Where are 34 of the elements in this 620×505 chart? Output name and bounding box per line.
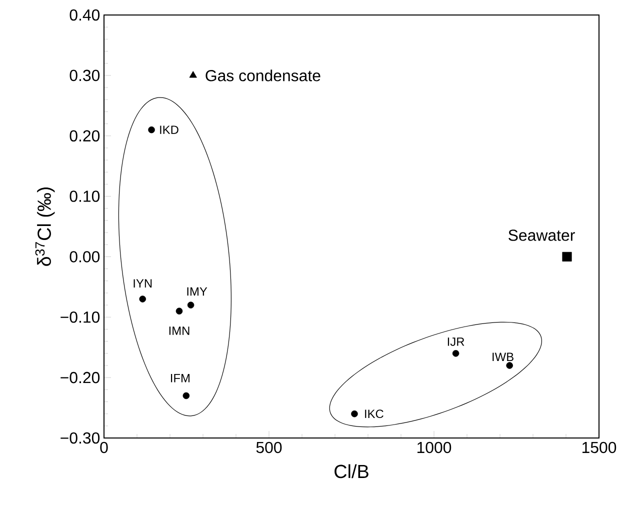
x-tick-label: 1500 (582, 442, 616, 454)
annotation: IFM (170, 374, 190, 382)
y-tick-label: 0.30 (70, 70, 100, 82)
point (148, 126, 155, 134)
x-axis-title: Cl/B (334, 464, 368, 478)
point (139, 296, 146, 302)
y-tick-label: 0.10 (70, 190, 100, 202)
point (187, 302, 194, 308)
y-tick-label: 0.20 (70, 130, 100, 142)
point (562, 252, 572, 262)
annotation: IMN (169, 326, 190, 335)
x-tick-label: 0 (100, 442, 108, 454)
point (452, 350, 460, 357)
point (176, 308, 183, 314)
annotation: IYN (134, 279, 152, 288)
series-label: Seawater (508, 230, 575, 241)
series-label: Gas condensate (206, 70, 320, 82)
point (182, 392, 190, 400)
y-axis-title: δ$^{37}$Cl (‰) (35, 187, 55, 266)
y-tick-label: −0.10 (60, 312, 100, 323)
y-tick-label: 0.40 (70, 9, 100, 21)
y-tick-label: −0.30 (60, 432, 100, 444)
y-tick-label: 0.00 (70, 251, 100, 262)
annotation: IKC (365, 410, 384, 418)
annotation: IKD (160, 126, 178, 134)
point (189, 71, 197, 78)
annotation: IJR (448, 338, 464, 346)
x-tick-label: 1000 (417, 442, 452, 454)
annotation: IMY (187, 287, 208, 296)
point (506, 362, 513, 369)
y-tick-label: −0.20 (60, 372, 100, 384)
x-tick-label: 500 (256, 442, 282, 454)
annotation: IWB (492, 352, 514, 361)
point (351, 410, 358, 418)
